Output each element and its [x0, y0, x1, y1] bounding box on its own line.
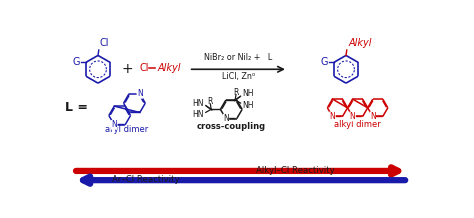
Text: Cl: Cl — [100, 38, 109, 48]
Text: Ar–Cl Reactivity: Ar–Cl Reactivity — [112, 175, 179, 184]
Text: N: N — [111, 120, 117, 129]
Text: N: N — [350, 112, 356, 121]
Text: Alkyl–Cl Reactivity: Alkyl–Cl Reactivity — [255, 166, 334, 175]
Text: R: R — [208, 97, 213, 106]
Text: N: N — [223, 114, 229, 123]
Text: G: G — [321, 57, 328, 67]
Text: L =: L = — [65, 101, 89, 114]
Text: HN: HN — [192, 99, 204, 108]
Text: G: G — [73, 57, 81, 67]
Text: N: N — [370, 112, 375, 121]
Text: Alkyl: Alkyl — [158, 63, 181, 73]
Text: R: R — [233, 88, 238, 97]
Text: N: N — [137, 89, 143, 98]
Text: +: + — [122, 62, 133, 76]
Text: alkyl dimer: alkyl dimer — [334, 120, 381, 129]
Text: N: N — [329, 112, 335, 121]
Text: NH: NH — [242, 89, 254, 98]
Text: LiCl, Zn⁰: LiCl, Zn⁰ — [222, 72, 255, 81]
Text: HN: HN — [192, 110, 204, 119]
Text: aryl dimer: aryl dimer — [105, 125, 149, 134]
Text: Cl: Cl — [140, 63, 149, 73]
Text: Alkyl: Alkyl — [348, 38, 372, 48]
Text: cross-coupling: cross-coupling — [197, 122, 266, 131]
Text: NH: NH — [242, 101, 254, 110]
Text: NiBr₂ or NiI₂ +   L: NiBr₂ or NiI₂ + L — [204, 53, 273, 62]
